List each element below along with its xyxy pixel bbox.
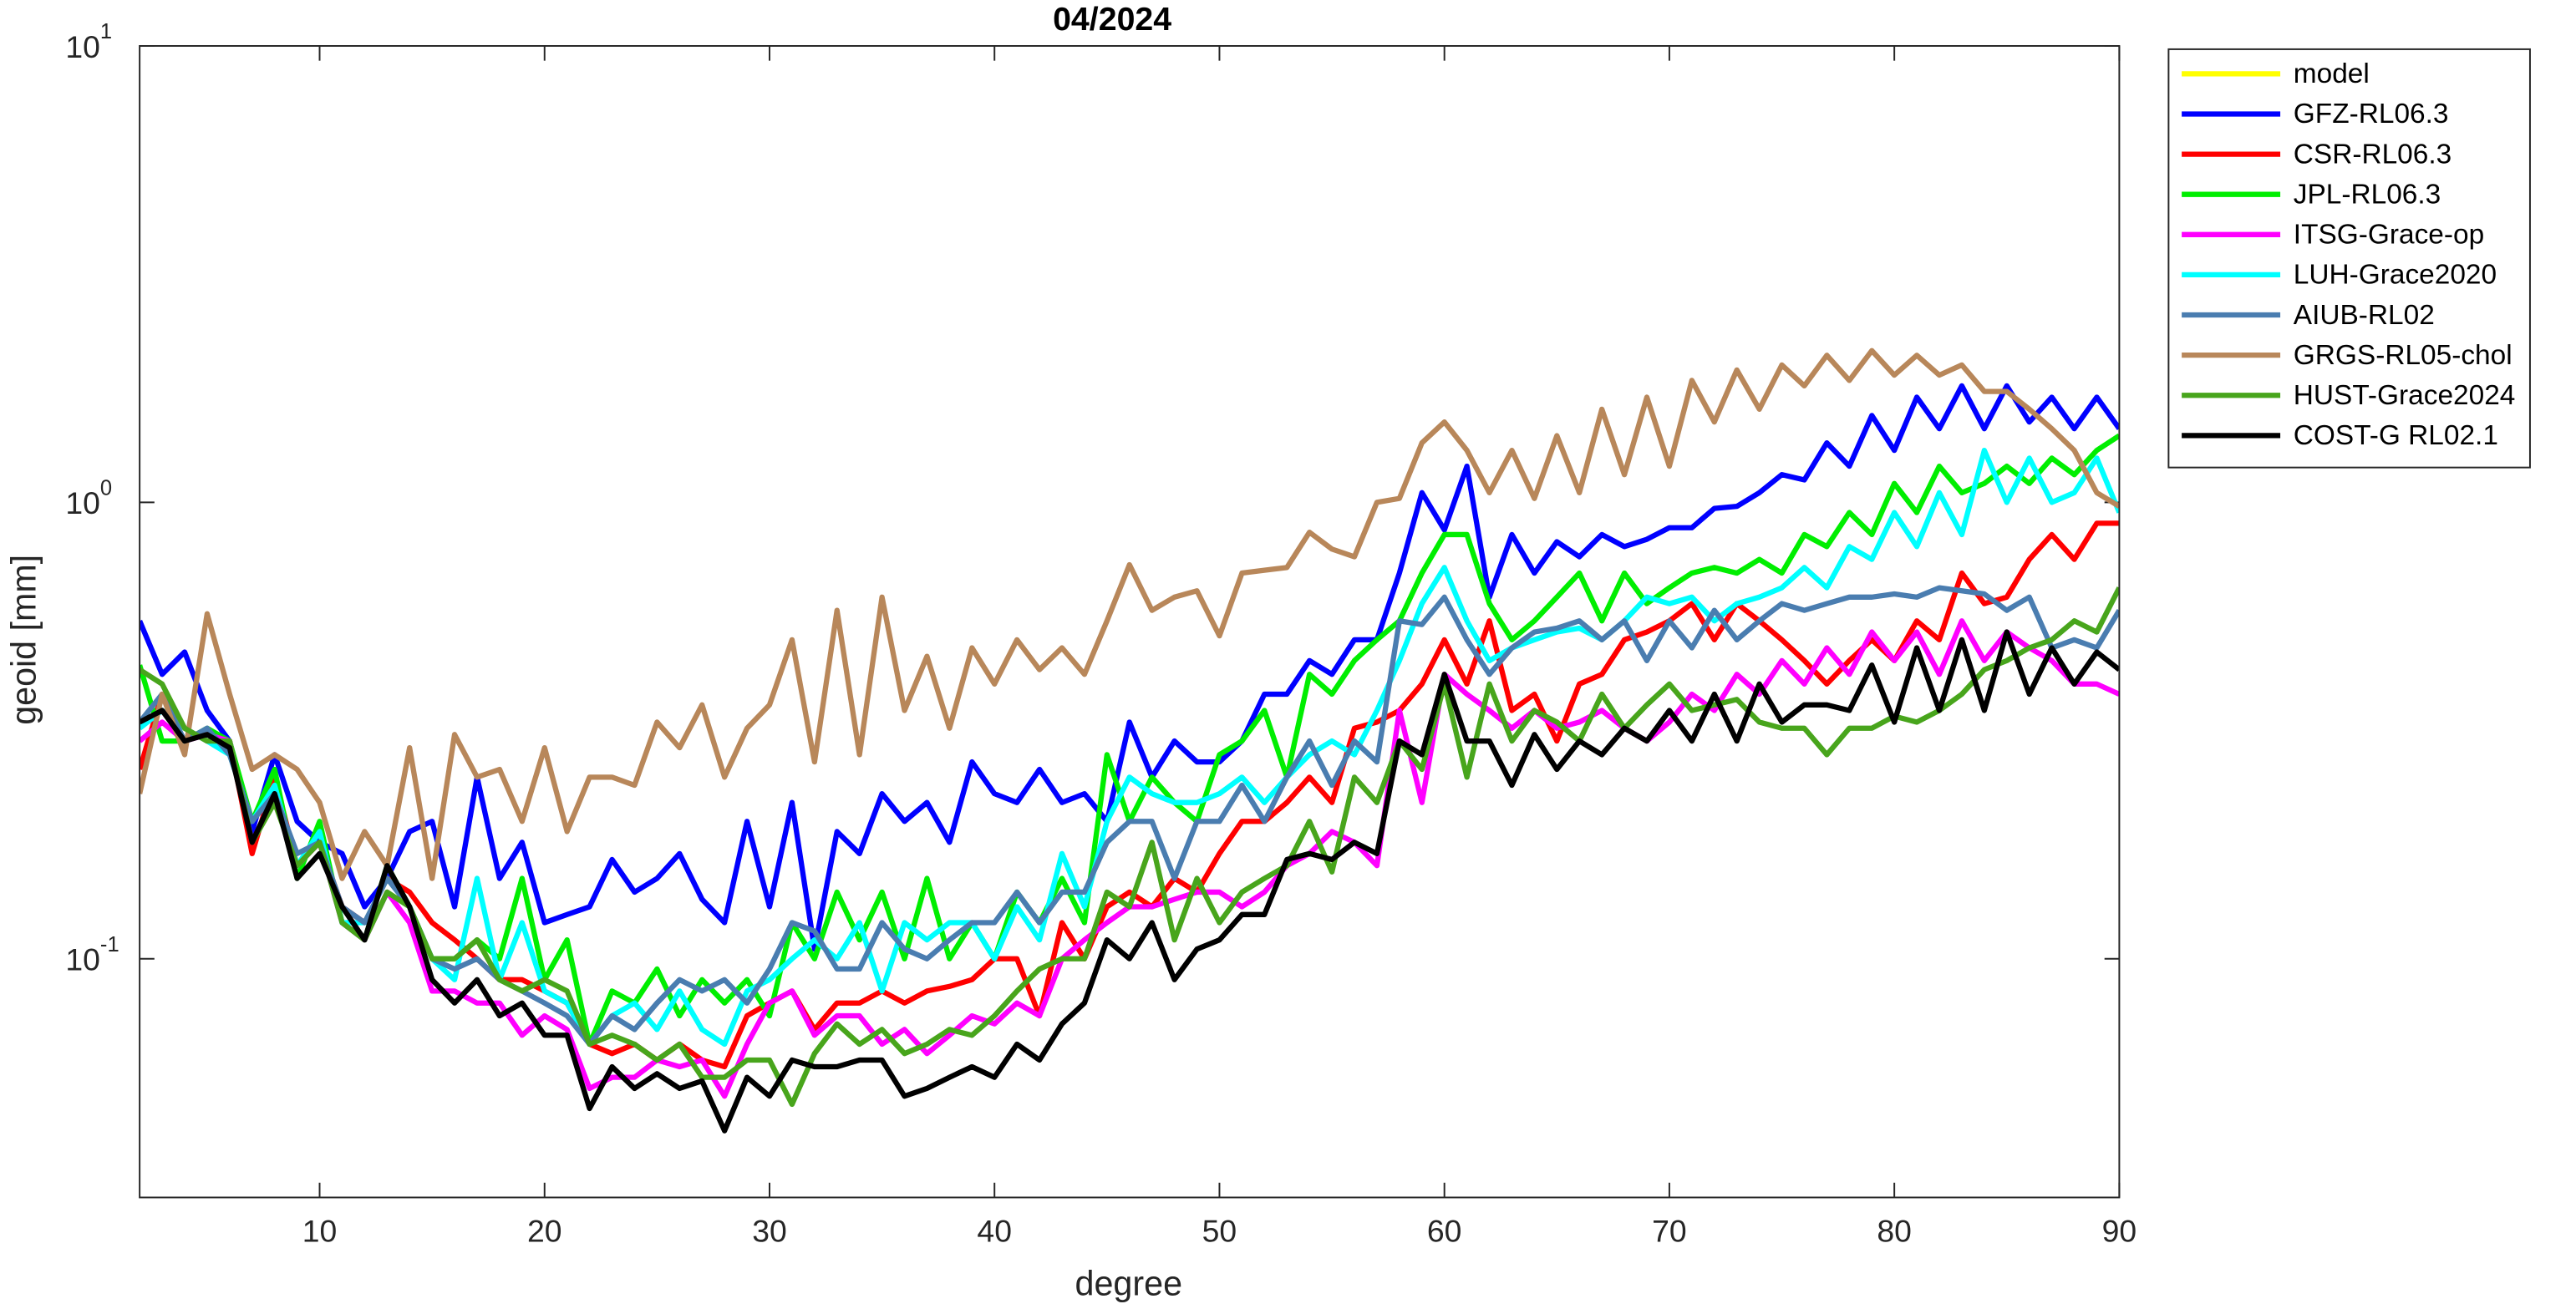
legend-label: AIUB-RL02 (2294, 300, 2435, 331)
legend-label: JPL-RL06.3 (2294, 179, 2441, 210)
series-line (140, 586, 2120, 1108)
series-line (140, 629, 2120, 1134)
y-tick-exponent: 1 (100, 20, 112, 43)
x-tick-label: 30 (752, 1214, 787, 1249)
series-line (140, 585, 2120, 1048)
legend-label: COST-G RL02.1 (2294, 420, 2498, 451)
x-tick-label: 90 (2102, 1214, 2137, 1249)
plot-frame (139, 45, 2121, 1199)
series-line (140, 520, 2120, 1070)
y-tick-label: 10 (65, 29, 100, 64)
x-tick-label: 60 (1427, 1214, 1462, 1249)
x-axis-label: degree (1075, 1264, 1183, 1302)
legend-box (2167, 48, 2531, 469)
series-line (140, 383, 2120, 952)
x-tick-label: 70 (1652, 1214, 1687, 1249)
legend-label: model (2294, 58, 2370, 89)
x-tick-label: 50 (1202, 1214, 1237, 1249)
legend-label: CSR-RL06.3 (2294, 139, 2452, 170)
plot-area (140, 45, 2120, 1198)
series-line (140, 348, 2120, 881)
series-line (140, 447, 2120, 1048)
legend-label: GFZ-RL06.3 (2294, 99, 2449, 129)
series-group (140, 348, 2120, 1134)
x-tick-label: 80 (1877, 1214, 1912, 1249)
y-tick-exponent: -1 (100, 933, 119, 956)
y-tick-exponent: 0 (100, 476, 112, 500)
x-tick-label: 20 (527, 1214, 562, 1249)
legend-label: GRGS-RL05-chol (2294, 340, 2512, 371)
x-tick-label: 10 (302, 1214, 338, 1249)
legend-label: HUST-Grace2024 (2294, 380, 2516, 411)
y-tick-label: 10 (65, 485, 100, 520)
legend-label: LUH-Grace2020 (2294, 260, 2497, 291)
y-axis-label: geoid [mm] (4, 555, 43, 725)
legend-label: ITSG-Grace-op (2294, 220, 2484, 251)
x-tick-label: 40 (977, 1214, 1012, 1249)
y-tick-label: 10 (65, 942, 100, 977)
chart-title: 04/2024 (1053, 1, 1171, 38)
